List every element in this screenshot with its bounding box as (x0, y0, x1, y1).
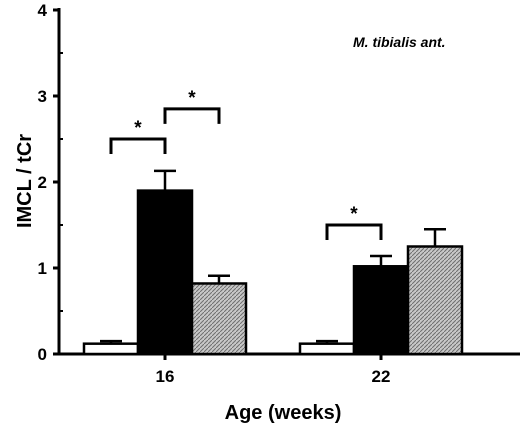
bar (82, 342, 140, 356)
x-tick-label: 22 (372, 367, 391, 386)
significance-bracket (109, 137, 167, 154)
bar (298, 342, 356, 356)
bar (406, 245, 464, 356)
significance-star: * (188, 88, 196, 109)
y-tick-label: 0 (38, 345, 47, 364)
x-tick-label: 16 (156, 367, 175, 386)
y-tick-label: 2 (38, 173, 47, 192)
bar (190, 282, 248, 356)
bar (352, 265, 410, 356)
chart-annotation: M. tibialis ant. (353, 34, 446, 50)
bar (136, 189, 194, 356)
y-tick-label: 4 (38, 1, 48, 20)
x-axis-title: Age (weeks) (225, 402, 342, 424)
significance-star: * (134, 118, 142, 139)
significance-star: * (350, 204, 358, 225)
significance-bracket (163, 107, 221, 124)
y-axis-title: IMCL / tCr (14, 134, 36, 228)
y-tick-label: 1 (38, 259, 47, 278)
significance-bracket (325, 223, 383, 240)
y-tick-label: 3 (38, 87, 47, 106)
